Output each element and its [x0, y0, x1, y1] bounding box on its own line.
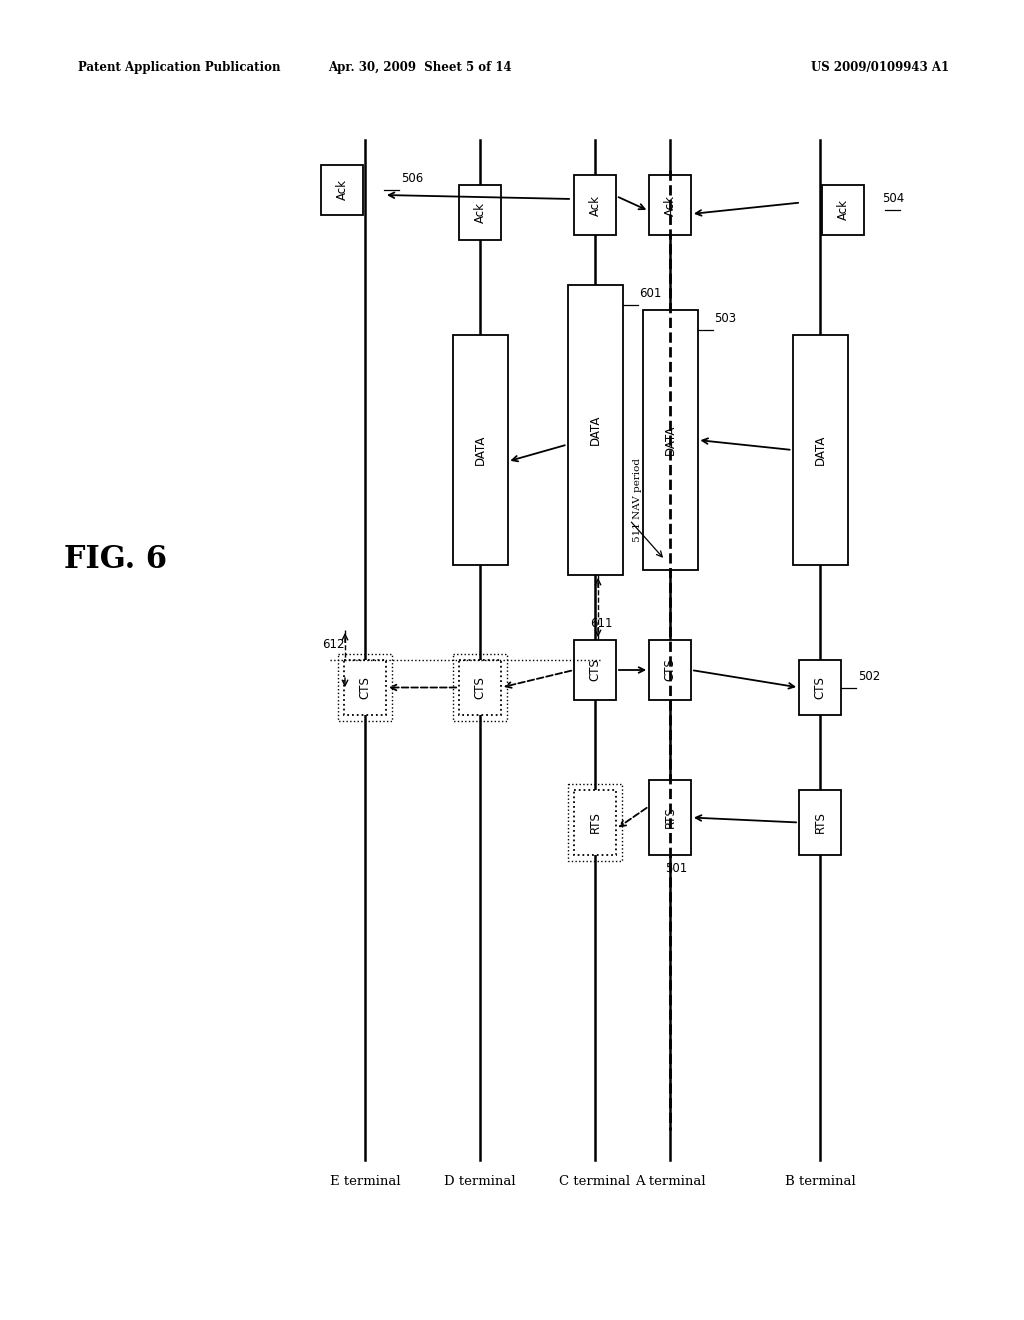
Text: DATA: DATA — [664, 425, 677, 455]
Text: CTS: CTS — [664, 659, 677, 681]
Bar — [574, 176, 616, 235]
Text: DATA: DATA — [589, 414, 601, 445]
Bar — [649, 176, 691, 235]
Bar — [799, 660, 841, 715]
Text: 502: 502 — [858, 669, 881, 682]
Text: Ack: Ack — [589, 194, 601, 215]
Text: Ack: Ack — [664, 194, 677, 215]
Bar — [574, 640, 616, 700]
Bar — [568, 784, 622, 861]
Bar — [567, 285, 623, 576]
Bar — [321, 165, 362, 215]
Text: 612: 612 — [323, 639, 345, 652]
Bar — [344, 660, 386, 715]
Text: A terminal: A terminal — [635, 1175, 706, 1188]
Text: D terminal: D terminal — [444, 1175, 516, 1188]
Text: 504: 504 — [882, 191, 904, 205]
Text: DATA: DATA — [813, 434, 826, 465]
Text: 511 NAV period: 511 NAV period — [633, 458, 642, 543]
Text: C terminal: C terminal — [559, 1175, 631, 1188]
Text: DATA: DATA — [473, 434, 486, 465]
Text: 611: 611 — [590, 616, 612, 630]
Text: CTS: CTS — [813, 676, 826, 698]
Bar — [459, 660, 501, 715]
Text: RTS: RTS — [813, 812, 826, 833]
Bar — [338, 653, 392, 721]
Text: CTS: CTS — [473, 676, 486, 698]
Text: 503: 503 — [715, 312, 736, 325]
Text: Apr. 30, 2009  Sheet 5 of 14: Apr. 30, 2009 Sheet 5 of 14 — [328, 62, 512, 74]
Bar — [793, 335, 848, 565]
Text: B terminal: B terminal — [784, 1175, 855, 1188]
Text: CTS: CTS — [589, 659, 601, 681]
Text: Ack: Ack — [837, 199, 850, 220]
Bar — [574, 789, 616, 855]
Text: 601: 601 — [640, 286, 662, 300]
Text: Patent Application Publication: Patent Application Publication — [78, 62, 281, 74]
Bar — [453, 653, 507, 721]
Text: Ack: Ack — [473, 202, 486, 223]
Text: 506: 506 — [401, 172, 423, 185]
Text: US 2009/0109943 A1: US 2009/0109943 A1 — [811, 62, 949, 74]
Bar — [459, 185, 501, 240]
Bar — [822, 185, 864, 235]
Text: FIG. 6: FIG. 6 — [63, 544, 167, 576]
Text: E terminal: E terminal — [330, 1175, 400, 1188]
Bar — [453, 335, 508, 565]
Bar — [642, 310, 697, 570]
Bar — [649, 640, 691, 700]
Text: Ack: Ack — [336, 180, 348, 201]
Text: CTS: CTS — [358, 676, 372, 698]
Bar — [799, 789, 841, 855]
Text: 501: 501 — [665, 862, 687, 875]
Text: RTS: RTS — [664, 807, 677, 829]
Text: RTS: RTS — [589, 812, 601, 833]
Bar — [649, 780, 691, 855]
